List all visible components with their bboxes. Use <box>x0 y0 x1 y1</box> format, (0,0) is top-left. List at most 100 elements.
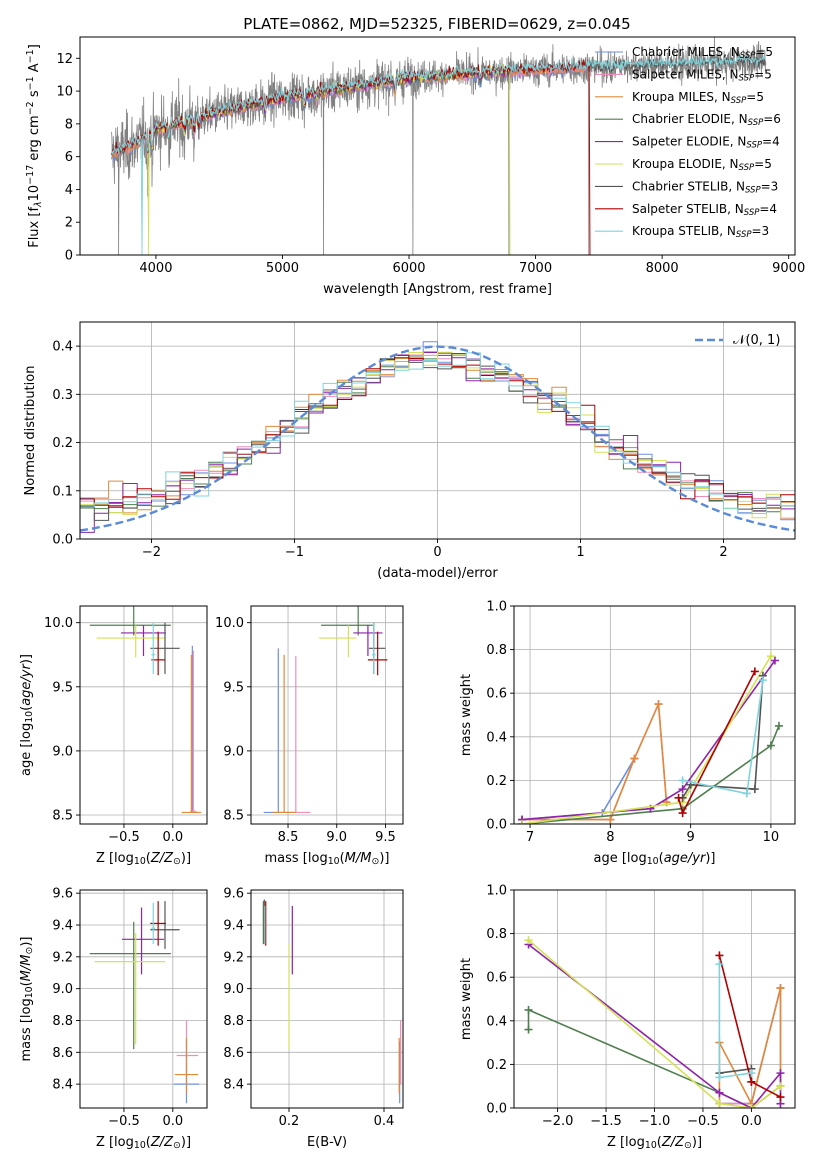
y-tick-label: 9.0 <box>223 744 244 759</box>
residuals-panel: −2 −1 0 1 2 0.0 0.1 0.2 0.3 0.4 (data-model)/error… <box>23 321 796 581</box>
x-tick-label: 5000 <box>266 261 299 276</box>
x-tick-label: 8 <box>606 830 614 845</box>
y-tick-label: 0 <box>65 249 73 264</box>
axes-frame <box>79 889 208 1109</box>
x-tick-label: −0.5 <box>687 1114 719 1129</box>
point-marker-kroupa-stelib <box>742 789 751 798</box>
series-line-kroupa-elodie <box>527 939 781 1108</box>
series-line-kroupa-miles <box>718 987 782 1106</box>
plot-area <box>524 936 785 1108</box>
point-marker-salpeter-elodie <box>678 785 687 794</box>
y-tick-label: 0.4 <box>52 340 73 355</box>
y-tick-label: 2 <box>65 216 73 231</box>
point-marker-kroupa-elodie <box>715 1099 724 1108</box>
point-marker-kroupa-miles <box>776 984 785 993</box>
y-tick-label: 9.6 <box>52 887 73 902</box>
x-axis-label: Z [log10(Z/Z⊙)] <box>96 1135 191 1151</box>
legend-entry: Kroupa ELODIE, NSSP=5 <box>632 157 772 173</box>
y-tick-label: 9.5 <box>52 680 73 695</box>
y-tick-label: 10 <box>56 85 73 100</box>
axes-frame <box>250 889 404 1109</box>
x-tick-label: −1 <box>285 545 304 560</box>
series-line-kroupa-elodie <box>521 655 772 824</box>
point-marker-kroupa-miles <box>606 815 615 824</box>
y-axis-label: age [log10(age/yr)] <box>19 654 35 776</box>
point-marker-chabrier-stelib <box>750 785 759 794</box>
series-line-salpeter-miles <box>719 987 782 1105</box>
y-tick-label: 8.4 <box>52 1078 73 1093</box>
plot-area <box>262 899 402 1104</box>
z-mass-panel: −0.5 0.0 8.4 8.6 8.8 9.0 9.2 9.4 9.6 Z [log10(Z/Z… <box>19 887 208 1151</box>
series-line-salpeter-elodie <box>521 660 776 821</box>
normal-distribution-curve <box>80 345 795 532</box>
axes-frame <box>79 605 208 825</box>
y-tick-label: 0.8 <box>486 927 507 942</box>
y-tick-label: 8.4 <box>223 1078 244 1093</box>
y-tick-label: 9.2 <box>223 950 244 965</box>
plot-area <box>80 341 795 533</box>
point-marker-salpeter-stelib <box>674 793 683 802</box>
y-tick-label: 0.6 <box>486 971 507 986</box>
x-tick-label: 0.0 <box>741 1114 762 1129</box>
x-tick-label: −2 <box>142 545 161 560</box>
y-tick-label: 10.0 <box>44 616 73 631</box>
y-axis-label: Flux [fλ10−17 erg cm−2 s−1 A−1] <box>25 44 44 248</box>
mass-age-panel: 8.5 9.0 9.5 8.5 9.0 9.5 10.0 mass [log10(M/M⊙)] <box>215 605 404 867</box>
y-tick-label: 0.8 <box>486 643 507 658</box>
x-tick-label: 6000 <box>392 261 425 276</box>
y-tick-label: 0.2 <box>486 774 507 789</box>
x-tick-label: −0.5 <box>108 1114 140 1129</box>
point-marker-kroupa-elodie <box>776 1082 785 1091</box>
series-line-salpeter-miles <box>522 703 668 821</box>
y-tick-label: 8.8 <box>223 1014 244 1029</box>
y-tick-label: 9.0 <box>223 982 244 997</box>
series-line-chabrier-elodie <box>521 725 780 824</box>
x-tick-label: 10 <box>763 830 780 845</box>
point-marker-chabrier-elodie <box>524 1025 533 1034</box>
legend-entry: Chabrier MILES, NSSP=5 <box>632 45 773 61</box>
x-tick-label: −2.0 <box>542 1114 574 1129</box>
point-marker-kroupa-miles <box>630 754 639 763</box>
y-tick-label: 10.0 <box>215 616 244 631</box>
point-marker-kroupa-stelib <box>678 776 687 785</box>
series-line-chabrier-stelib <box>681 675 764 799</box>
plot-area <box>111 37 767 255</box>
axes-frame <box>79 321 796 540</box>
point-marker-kroupa-stelib <box>747 1069 756 1078</box>
legend-entry: 𝒩(0, 1) <box>733 333 780 348</box>
point-marker-salpeter-stelib <box>750 667 759 676</box>
x-axis-label: wavelength [Angstrom, rest frame] <box>323 282 552 297</box>
plot-area <box>89 606 202 814</box>
x-tick-label: −1.5 <box>590 1114 622 1129</box>
x-tick-label: 8.5 <box>278 830 299 845</box>
x-tick-label: 0.4 <box>374 1114 395 1129</box>
x-axis-label: E(B-V) <box>307 1135 347 1150</box>
y-tick-label: 0.0 <box>486 818 507 833</box>
y-tick-label: 0.1 <box>52 484 73 499</box>
y-tick-label: 9.0 <box>52 744 73 759</box>
y-tick-label: 8.6 <box>223 1046 244 1061</box>
x-axis-label: age [log10(age/yr)] <box>593 851 715 867</box>
age-weight-panel: 7 8 9 10 0.0 0.2 0.4 0.6 0.8 1.0 age [log10(age/yr… <box>459 600 796 867</box>
x-axis-label: (data-model)/error <box>377 566 498 581</box>
x-tick-label: 7000 <box>519 261 552 276</box>
x-axis-label: Z [log10(Z/Z⊙)] <box>607 1135 702 1151</box>
x-tick-label: 9 <box>686 830 694 845</box>
y-axis-label: Normed distribution <box>23 366 38 496</box>
point-marker-kroupa-elodie <box>747 1104 756 1108</box>
model-line-kroupa-stelib <box>111 55 766 255</box>
y-tick-label: 0.0 <box>486 1102 507 1117</box>
ebv-mass-panel: 0.2 0.4 8.4 8.6 8.8 9.0 9.2 9.4 9.6 E(B-V) <box>223 887 404 1150</box>
plot-area <box>518 652 783 824</box>
legend-entry: Kroupa MILES, NSSP=5 <box>632 90 764 106</box>
y-axis-label: mass [log10(M/M⊙)] <box>19 937 35 1062</box>
y-tick-label: 0.2 <box>52 436 73 451</box>
x-tick-label: 9000 <box>772 261 805 276</box>
point-marker-salpeter-stelib <box>678 809 687 818</box>
spectrum-panel: 4000 5000 6000 7000 8000 9000 0 2 4 6 8 10 12 wavelen… <box>25 36 805 297</box>
y-tick-label: 8 <box>65 117 73 132</box>
x-tick-label: 0.0 <box>162 1114 183 1129</box>
y-tick-label: 9.6 <box>223 887 244 902</box>
point-marker-salpeter-stelib <box>715 951 724 960</box>
